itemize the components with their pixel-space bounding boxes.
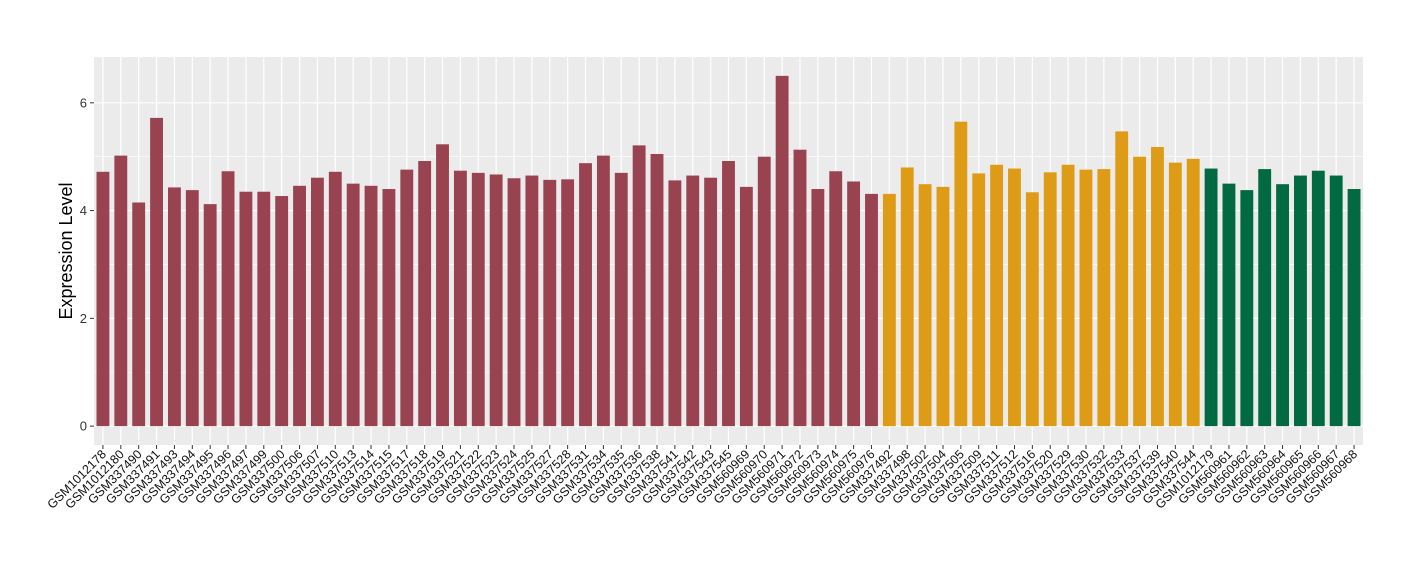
- bar: [507, 178, 521, 427]
- bar: [882, 193, 896, 427]
- bar: [525, 175, 539, 427]
- bar: [1347, 189, 1361, 427]
- bar: [793, 149, 807, 427]
- bar: [96, 171, 110, 427]
- bar: [114, 155, 128, 427]
- bar: [1133, 156, 1147, 427]
- bar: [1061, 164, 1075, 427]
- bar: [596, 155, 610, 427]
- bar: [1222, 183, 1236, 427]
- bar: [632, 145, 646, 427]
- bar: [418, 161, 432, 427]
- bar: [1043, 172, 1057, 427]
- bar: [453, 170, 467, 427]
- bar: [900, 167, 914, 427]
- bar: [400, 169, 414, 427]
- bar: [1008, 168, 1021, 427]
- bar: [1311, 170, 1325, 427]
- bar: [918, 184, 932, 427]
- bar: [1151, 146, 1164, 427]
- bar: [203, 204, 217, 427]
- bar: [722, 161, 735, 427]
- bar: [150, 117, 163, 427]
- y-axis-title: Expression Level: [56, 182, 76, 319]
- bar: [221, 171, 235, 427]
- bar: [1258, 169, 1272, 427]
- bar: [1329, 175, 1343, 427]
- y-tick-label: 4: [80, 203, 87, 218]
- bar: [543, 179, 557, 427]
- bar: [954, 121, 968, 427]
- bar: [650, 154, 664, 427]
- bar: [1186, 158, 1200, 427]
- bar: [1204, 168, 1218, 427]
- bar: [972, 173, 986, 427]
- bar: [704, 177, 718, 427]
- bar: [310, 177, 324, 427]
- bar: [990, 164, 1004, 427]
- bar: [1240, 190, 1254, 427]
- bar: [436, 144, 449, 427]
- bar: [1168, 162, 1182, 427]
- y-tick-label: 0: [80, 419, 87, 434]
- bars: [96, 75, 1361, 427]
- bar: [471, 172, 485, 427]
- bar: [775, 75, 789, 427]
- bar: [489, 174, 503, 427]
- bar: [185, 190, 199, 427]
- bar: [1097, 169, 1111, 427]
- bar: [239, 191, 253, 427]
- bar: [132, 202, 146, 427]
- bar: [614, 172, 628, 427]
- bar: [346, 183, 360, 427]
- bar: [1025, 192, 1039, 427]
- bar: [561, 179, 575, 427]
- bar: [1276, 184, 1290, 427]
- bar: [275, 196, 289, 427]
- bar: [829, 171, 843, 427]
- bar: [686, 175, 700, 427]
- bar: [167, 187, 181, 427]
- y-axis: 0 2 4 6: [80, 95, 94, 434]
- bar: [757, 156, 771, 427]
- bar: [364, 185, 378, 427]
- bar: [847, 181, 861, 427]
- bar: [382, 189, 396, 427]
- bar: [865, 193, 878, 427]
- bar: [579, 163, 592, 427]
- bar: [257, 191, 271, 427]
- y-tick-label: 2: [80, 311, 87, 326]
- y-tick-label: 6: [80, 95, 87, 110]
- bar: [328, 171, 342, 427]
- bar: [811, 189, 825, 427]
- bar: [293, 185, 306, 427]
- bar: [668, 180, 682, 427]
- bar: [1294, 175, 1307, 427]
- x-axis: GSM1012178GSM1012180GSM337490GSM337491GS…: [45, 445, 1360, 512]
- bar: [936, 186, 950, 427]
- bar: [1079, 169, 1093, 427]
- bar: [1115, 131, 1129, 427]
- bar: [739, 186, 753, 427]
